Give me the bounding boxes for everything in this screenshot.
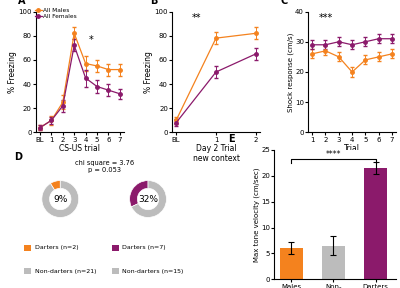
- Text: Darters (n=2): Darters (n=2): [35, 245, 78, 250]
- Text: E: E: [228, 134, 234, 144]
- Text: **: **: [191, 13, 201, 23]
- Bar: [322, 246, 345, 279]
- Bar: [280, 248, 303, 279]
- Wedge shape: [50, 181, 60, 190]
- X-axis label: CS-US trial: CS-US trial: [60, 144, 100, 153]
- Wedge shape: [130, 181, 148, 207]
- Text: *: *: [89, 35, 94, 45]
- Y-axis label: Shock response (cm/s): Shock response (cm/s): [287, 32, 294, 112]
- Text: 32%: 32%: [138, 194, 158, 204]
- Text: A: A: [18, 0, 26, 6]
- Y-axis label: % Freezing: % Freezing: [8, 51, 17, 93]
- Text: D: D: [14, 152, 22, 162]
- Wedge shape: [131, 181, 166, 217]
- X-axis label: Trial: Trial: [344, 144, 360, 153]
- Text: ***: ***: [318, 13, 333, 22]
- X-axis label: Day 2 Trial
new context: Day 2 Trial new context: [192, 144, 240, 163]
- Text: 9%: 9%: [53, 194, 68, 204]
- Text: chi square = 3.76
p = 0.053: chi square = 3.76 p = 0.053: [74, 160, 134, 173]
- Wedge shape: [42, 181, 79, 217]
- Y-axis label: Max tone velocity (cm/sec): Max tone velocity (cm/sec): [253, 167, 260, 262]
- Text: ****: ****: [326, 149, 341, 159]
- Text: B: B: [150, 0, 158, 6]
- Bar: [364, 168, 387, 279]
- Text: C: C: [280, 0, 287, 6]
- Y-axis label: % Freezing: % Freezing: [144, 51, 153, 93]
- Text: Darters (n=7): Darters (n=7): [122, 245, 166, 250]
- Legend: All Males, All Females: All Males, All Females: [34, 8, 77, 19]
- Text: Non-darters (n=21): Non-darters (n=21): [35, 268, 96, 274]
- Text: Non-darters (n=15): Non-darters (n=15): [122, 268, 184, 274]
